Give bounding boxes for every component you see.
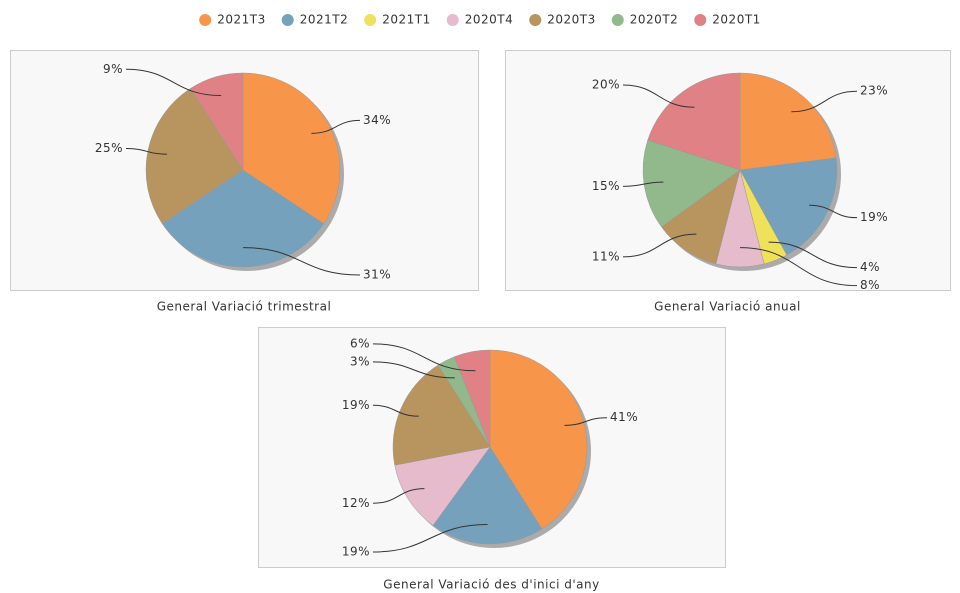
data-label: 15%	[592, 179, 620, 193]
legend: 2021T3 2021T2 2021T1 2020T4 2020T3 2020T2 2020…	[199, 13, 761, 27]
data-label: 34%	[363, 113, 391, 127]
pie-slice	[453, 349, 491, 448]
legend-swatch	[529, 14, 542, 26]
leader-line	[809, 204, 858, 219]
data-label: 11%	[592, 249, 620, 263]
leader-line	[125, 147, 168, 155]
data-label: 25%	[95, 141, 123, 155]
legend-swatch	[446, 14, 459, 26]
leader-line	[564, 417, 608, 426]
data-label: 31%	[363, 268, 391, 282]
legend-label: 2020T2	[630, 13, 679, 27]
pie-slice	[432, 446, 543, 545]
leader-line	[622, 181, 664, 187]
data-label: 3%	[350, 354, 370, 368]
pie-slice	[394, 446, 491, 526]
data-label: 23%	[860, 84, 888, 98]
leader-line	[372, 343, 476, 372]
pie-slice	[739, 72, 837, 171]
pie-slice	[642, 139, 741, 228]
legend-swatch	[281, 14, 294, 26]
leader-line	[372, 361, 455, 379]
leader-line	[768, 241, 858, 269]
leader-line	[622, 84, 695, 108]
legend-label: 2020T1	[712, 13, 761, 27]
legend-swatch	[611, 14, 624, 26]
leader-line	[739, 247, 858, 287]
legend-label: 2021T1	[382, 13, 431, 27]
pie-slice	[489, 349, 588, 530]
data-label: 41%	[610, 410, 638, 424]
leader-line	[372, 524, 488, 553]
data-label: 19%	[860, 210, 888, 224]
leader-line	[242, 247, 361, 276]
data-label: 19%	[342, 398, 370, 412]
legend-swatch	[199, 14, 212, 26]
data-label: 9%	[103, 62, 123, 76]
data-label: 6%	[350, 336, 370, 350]
legend-label: 2021T2	[300, 13, 349, 27]
leader-line	[372, 404, 419, 417]
data-label: 4%	[860, 260, 880, 274]
pie-slice	[647, 72, 741, 171]
data-label: 8%	[860, 278, 880, 292]
leader-line	[622, 233, 697, 258]
leader-line	[372, 488, 425, 504]
chart-title: General Variació des d'inici d'any	[383, 578, 599, 592]
pie-slice	[145, 88, 244, 225]
data-label: 12%	[342, 496, 370, 510]
pie-slice	[392, 364, 491, 466]
pie-slice	[661, 169, 741, 265]
pie-slice	[739, 157, 838, 256]
leader-line	[125, 68, 222, 97]
leader-line	[791, 90, 858, 113]
data-label: 20%	[592, 78, 620, 92]
legend-label: 2020T3	[547, 13, 596, 27]
chart-title: General Variació trimestral	[157, 300, 332, 314]
data-label: 19%	[342, 544, 370, 558]
pie-slice	[190, 72, 244, 171]
legend-label: 2021T3	[217, 13, 266, 27]
chart-title: General Variació anual	[654, 300, 801, 314]
legend-label: 2020T4	[465, 13, 514, 27]
legend-swatch	[364, 14, 377, 26]
leader-line	[311, 119, 361, 134]
legend-swatch	[694, 14, 707, 26]
pie-slice	[161, 169, 325, 268]
